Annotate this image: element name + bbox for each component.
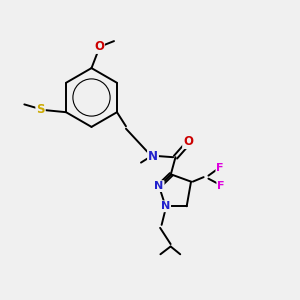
Text: O: O [94,40,104,53]
Text: F: F [216,163,224,172]
Text: N: N [148,149,158,163]
Text: F: F [217,181,225,190]
Text: O: O [183,135,193,148]
Text: N: N [161,201,170,211]
Text: N: N [154,181,164,191]
Text: S: S [36,103,45,116]
